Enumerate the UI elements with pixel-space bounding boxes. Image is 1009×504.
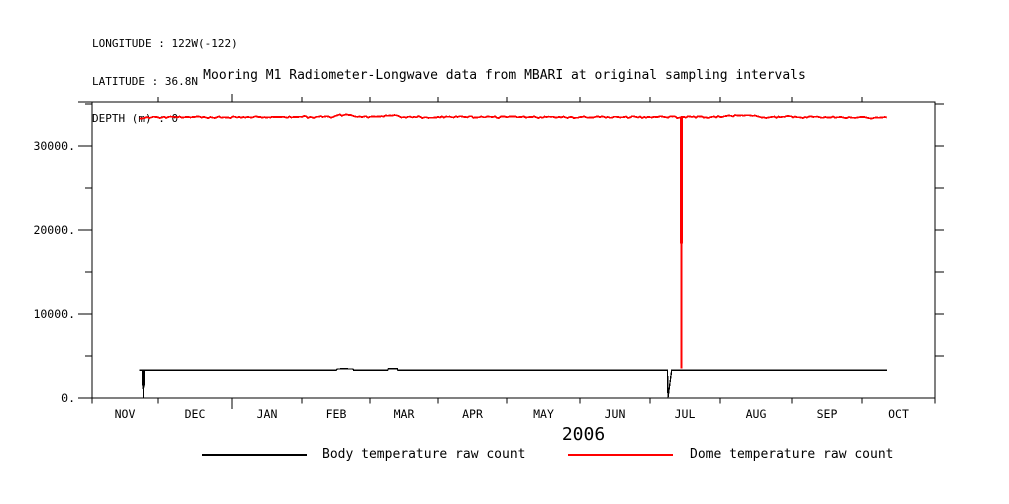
x-month-label: MAY (533, 407, 554, 421)
x-month-label: JAN (257, 407, 278, 421)
body-series-legend-label: Body temperature raw count (322, 447, 526, 462)
y-tick-label: 0. (61, 391, 75, 405)
x-month-label: APR (462, 407, 483, 421)
x-month-label: NOV (115, 407, 136, 421)
body-series-path (139, 367, 887, 398)
x-month-label: DEC (185, 407, 206, 421)
y-tick-label: 30000. (33, 139, 75, 153)
x-month-label: AUG (746, 407, 767, 421)
chart-title: Mooring M1 Radiometer-Longwave data from… (203, 68, 806, 83)
x-month-label: SEP (817, 407, 838, 421)
dome-series-path (139, 113, 888, 369)
x-month-label: FEB (326, 407, 347, 421)
x-month-label: JUN (605, 407, 626, 421)
dome-series-legend-line (568, 454, 673, 456)
latitude-label: LATITUDE : 36.8N (92, 74, 198, 88)
body-series-legend-line (202, 454, 307, 456)
y-tick-label: 20000. (33, 223, 75, 237)
metadata-block: LONGITUDE : 122W(-122) LATITUDE : 36.8N … (92, 13, 238, 151)
y-tick-label: 10000. (33, 307, 75, 321)
longitude-label: LONGITUDE : 122W(-122) (92, 37, 238, 50)
plot-box (91, 101, 936, 399)
x-month-label: JUL (675, 407, 696, 421)
year-label: 2006 (562, 424, 605, 445)
x-month-label: MAR (394, 407, 415, 421)
dome-series-legend-label: Dome temperature raw count (690, 447, 894, 462)
x-month-label: OCT (888, 407, 909, 421)
